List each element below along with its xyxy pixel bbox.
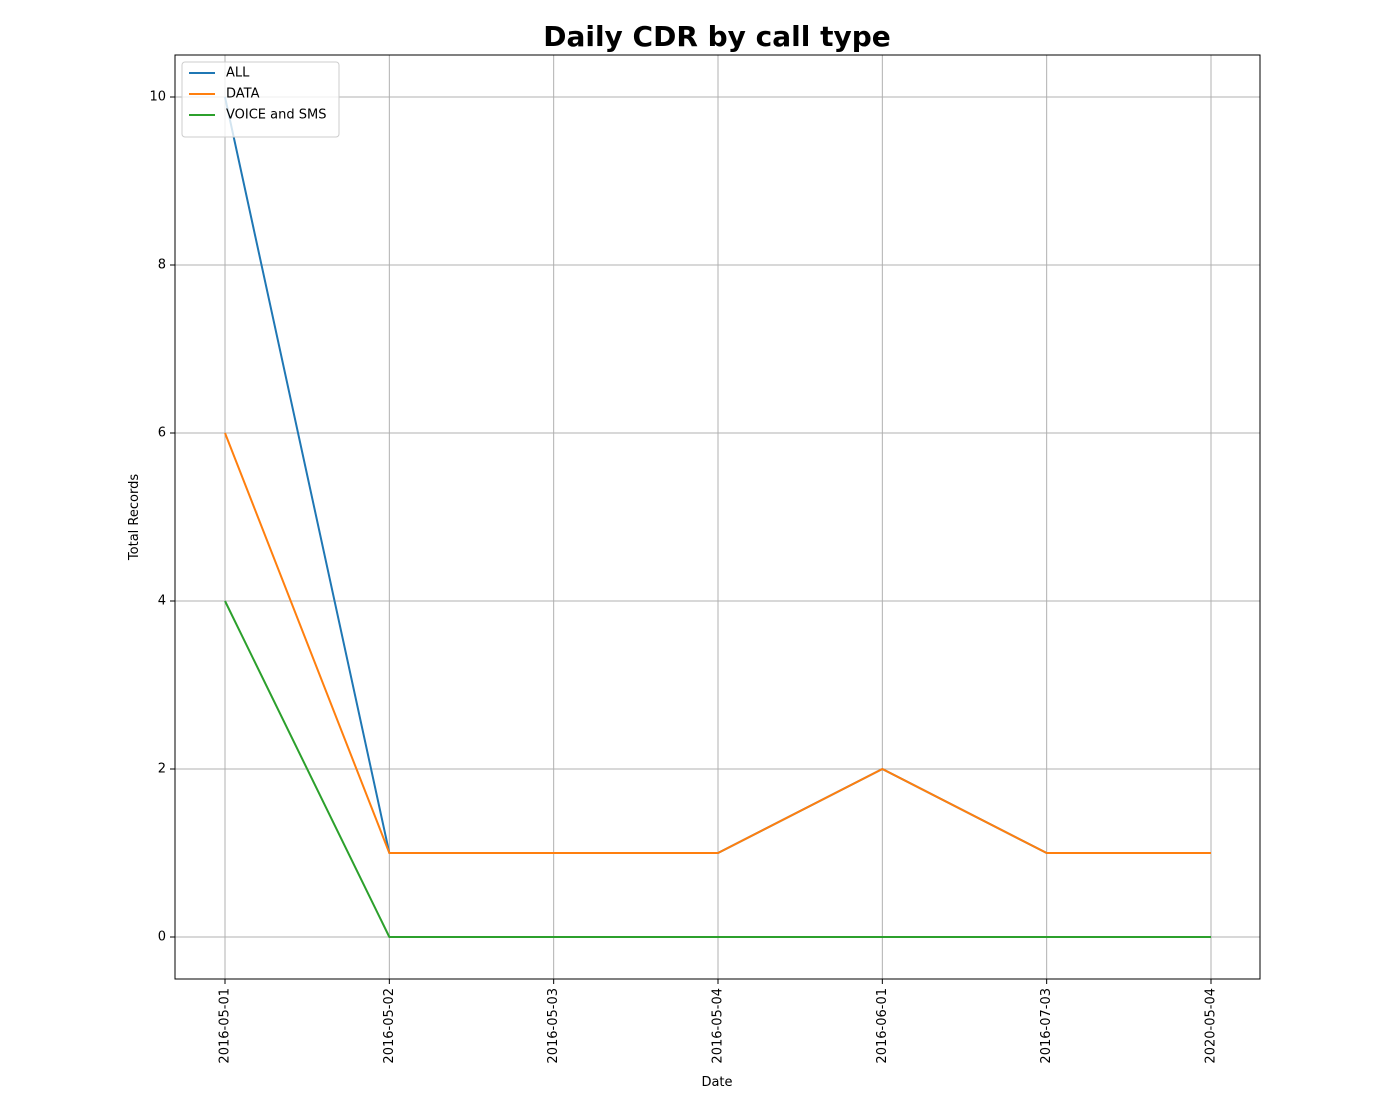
- x-tick-label: 2020-05-04: [1204, 988, 1219, 1064]
- x-axis-ticks: 2016-05-01 2016-05-02 2016-05-03 2016-05-04…: [218, 979, 1219, 1064]
- y-tick-label: 8: [158, 258, 166, 273]
- series-line-voice-and-sms: [224, 600, 1211, 938]
- legend-label: VOICE and SMS: [226, 108, 326, 123]
- grid: [175, 55, 1260, 979]
- x-tick-label: 2016-05-04: [711, 988, 726, 1064]
- legend-box: [181, 61, 340, 138]
- x-tick-label: 2016-05-03: [546, 988, 561, 1064]
- legend-label: ALL: [226, 66, 250, 81]
- x-tick-label: 2016-05-01: [218, 988, 233, 1064]
- y-tick-label: 2: [158, 762, 166, 777]
- y-axis-label: Total Records: [127, 474, 142, 561]
- y-axis-ticks: 0 2 4 6 8 10: [149, 90, 175, 945]
- y-tick-label: 6: [158, 426, 166, 441]
- series-lines: [224, 96, 1211, 938]
- y-tick-label: 0: [158, 930, 166, 945]
- x-tick-label: 2016-07-03: [1039, 988, 1054, 1064]
- x-axis-label: Date: [701, 1075, 732, 1090]
- series-line-data: [224, 432, 1211, 854]
- legend: ALL DATA VOICE and SMS: [181, 61, 340, 138]
- x-tick-label: 2016-05-02: [382, 988, 397, 1064]
- chart-title: Daily CDR by call type: [543, 20, 891, 53]
- x-tick-label: 2016-06-01: [875, 988, 890, 1064]
- y-tick-label: 4: [158, 594, 166, 609]
- legend-label: DATA: [226, 87, 260, 102]
- y-tick-label: 10: [149, 90, 166, 105]
